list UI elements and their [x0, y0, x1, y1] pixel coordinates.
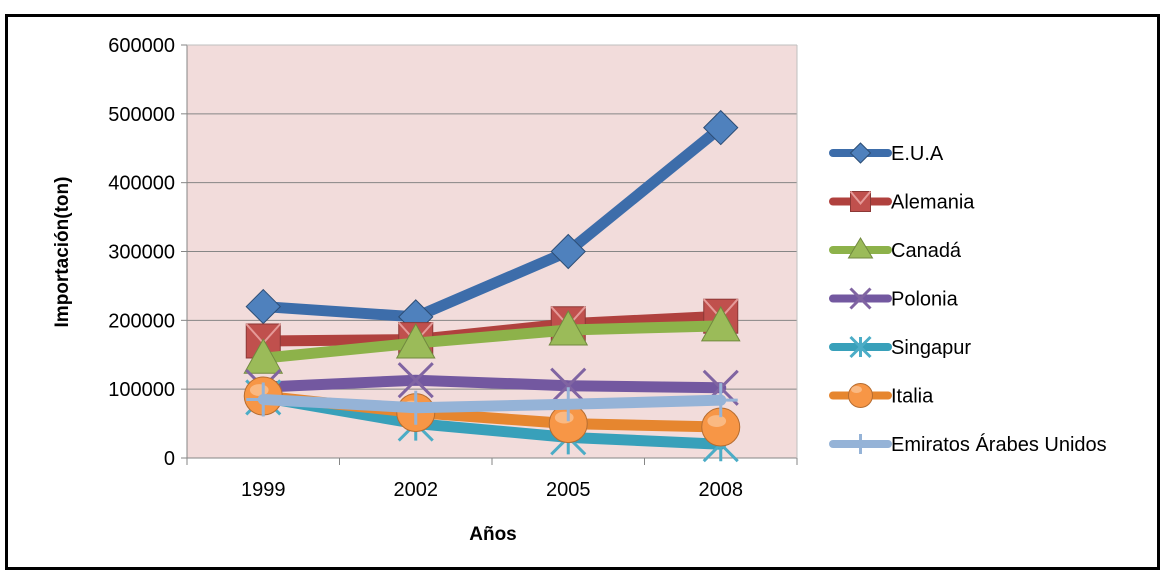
data-point [243, 338, 284, 374]
data-point-marker [243, 338, 284, 374]
data-point [550, 367, 587, 404]
legend-swatch-marker [848, 383, 873, 408]
legend-swatch-marker [847, 237, 874, 259]
legend-swatch-marker [849, 190, 872, 212]
y-axis-title: Importación(ton) [52, 177, 73, 328]
y-tick-label: 100000 [108, 379, 175, 401]
series-line [257, 374, 727, 394]
y-axis-tick-labels: 0 100000 200000 300000 400000 500000 600000 [108, 35, 175, 470]
data-point [395, 323, 436, 359]
legend-entry: Italia [829, 383, 934, 408]
series-line [257, 320, 727, 364]
data-point-marker [550, 367, 587, 404]
legend-label: Emiratos Árabes Unidos [891, 433, 1107, 456]
data-point [700, 305, 741, 342]
data-point [397, 362, 434, 399]
data-point-marker [849, 142, 872, 164]
series-2 [243, 305, 741, 374]
x-axis-title: Años [469, 524, 517, 545]
legend-label: Italia [891, 386, 934, 408]
data-point-marker [700, 305, 741, 342]
x-tick-label: 2008 [699, 479, 744, 501]
marker-highlight [849, 190, 872, 206]
series-lines [243, 109, 741, 463]
series-line [257, 393, 727, 414]
data-point-marker [398, 390, 433, 425]
legend-swatch-marker [849, 142, 872, 164]
legend-swatch-marker [849, 287, 872, 310]
legend-label: E.U.A [891, 143, 944, 165]
legend-swatch-marker [850, 434, 871, 454]
data-point [550, 233, 586, 270]
legend-swatch-marker [849, 335, 872, 359]
data-point [398, 390, 433, 425]
legend-entry: Canadá [829, 237, 962, 262]
data-point-marker [551, 387, 586, 422]
marker-highlight [851, 386, 862, 393]
y-tick-label: 400000 [108, 173, 175, 195]
legend-label: Alemania [891, 192, 975, 214]
marker-highlight [554, 411, 574, 424]
x-axis-tick-labels: 1999 2002 2005 2008 [241, 479, 743, 501]
data-point [551, 387, 586, 422]
data-point-marker [849, 335, 872, 359]
legend-entry: E.U.A [829, 142, 944, 165]
y-tick-label: 500000 [108, 104, 175, 126]
axes [186, 44, 798, 465]
legend: E.U.A Alemania Canadá Polonia Singapur Italia… [829, 142, 1107, 456]
y-tick-label: 200000 [108, 310, 175, 332]
data-point-marker [397, 362, 434, 399]
series-line [257, 391, 727, 450]
data-point [703, 383, 738, 418]
legend-entry: Emiratos Árabes Unidos [829, 433, 1107, 456]
legend-label: Singapur [891, 337, 971, 359]
data-point-marker [703, 109, 739, 146]
data-point-marker [850, 434, 871, 454]
data-point-marker [550, 233, 586, 270]
data-point-marker [847, 237, 874, 259]
data-point-marker [548, 309, 589, 346]
marker-highlight [707, 415, 727, 427]
y-tick-label: 0 [164, 448, 175, 470]
data-point [548, 309, 589, 346]
data-point [703, 109, 739, 146]
data-point-marker [703, 383, 738, 418]
series-0 [245, 109, 739, 335]
x-tick-label: 2005 [546, 479, 591, 501]
x-tick-label: 2002 [394, 479, 439, 501]
x-tick-label: 1999 [241, 479, 286, 501]
data-point [246, 382, 281, 417]
series-6 [246, 382, 738, 425]
data-point-marker [395, 323, 436, 359]
y-tick-label: 600000 [108, 35, 175, 57]
legend-entry: Singapur [829, 335, 971, 359]
series-line [257, 122, 727, 323]
y-tick-label: 300000 [108, 242, 175, 264]
data-point-marker [849, 287, 872, 310]
data-point-marker [246, 382, 281, 417]
legend-entry: Alemania [829, 190, 975, 214]
legend-entry: Polonia [829, 287, 959, 311]
legend-label: Polonia [891, 289, 959, 311]
legend-label: Canadá [891, 240, 962, 262]
